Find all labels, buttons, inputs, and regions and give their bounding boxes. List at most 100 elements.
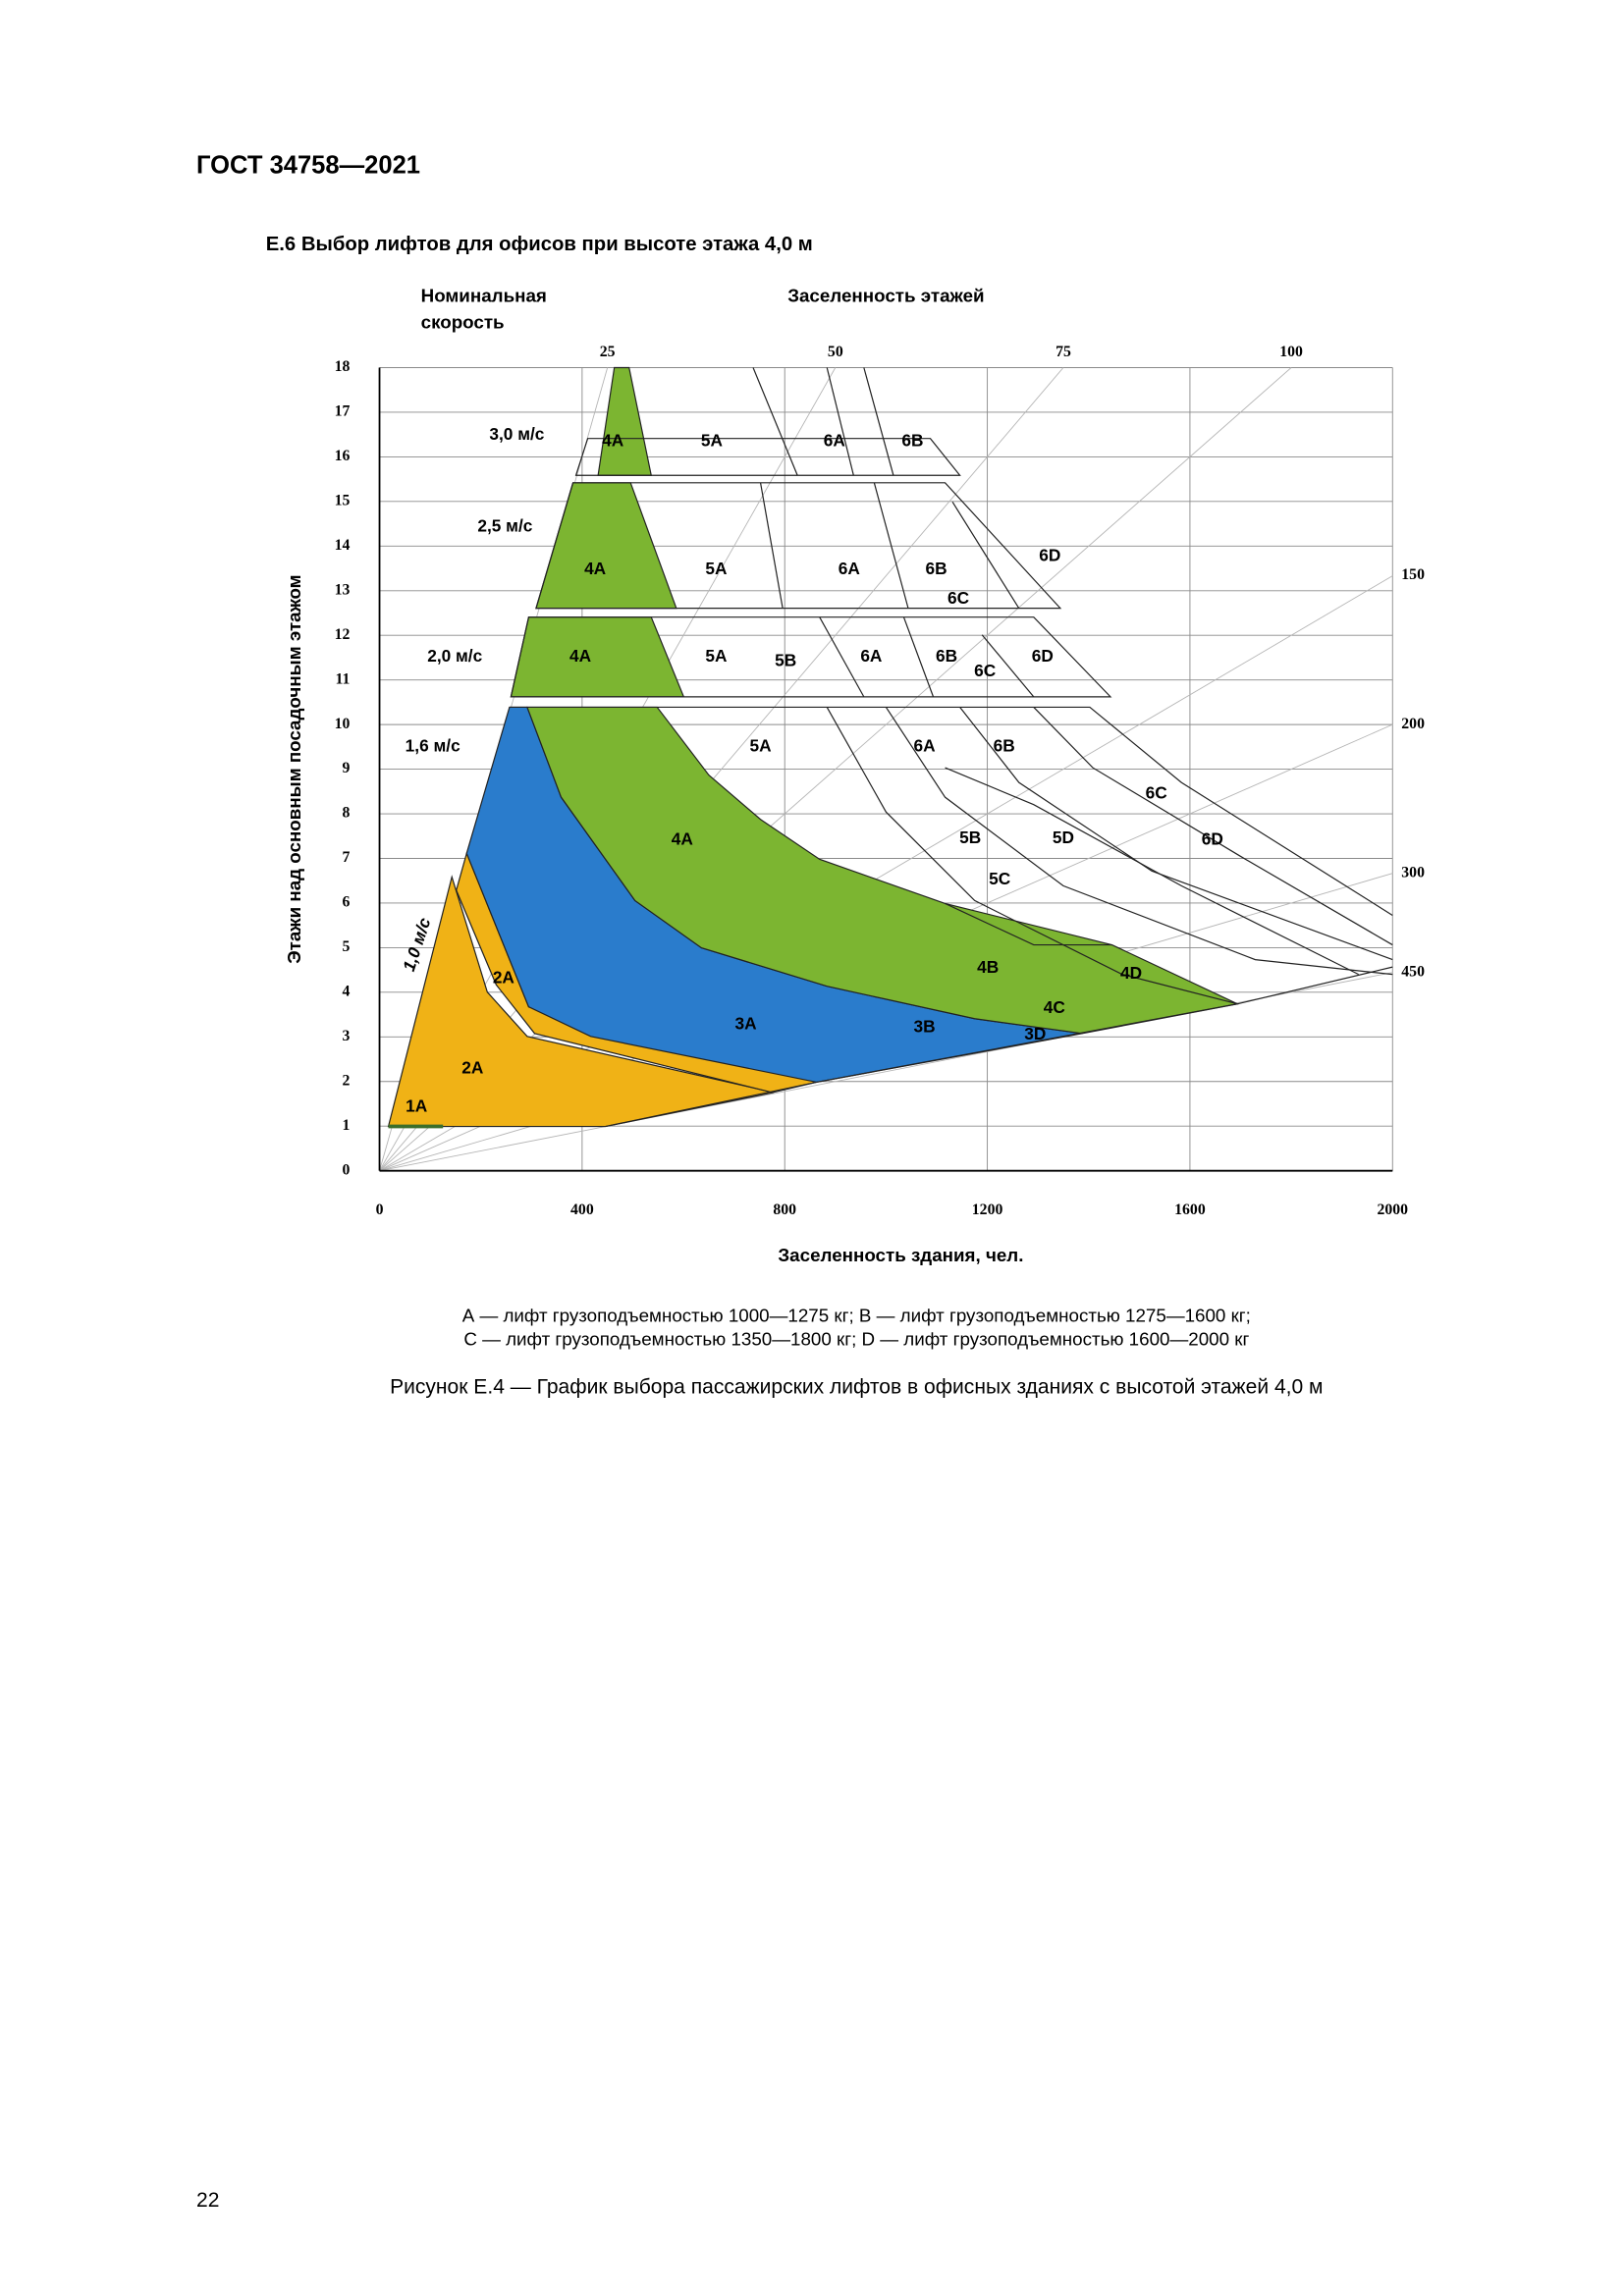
y-tick-label: 10 <box>335 716 351 732</box>
y-tick-label: 3 <box>343 1028 351 1044</box>
curve <box>951 502 1020 609</box>
region-label: 6В <box>925 559 947 578</box>
x-tick-label: 2000 <box>1377 1201 1408 1218</box>
region-label: 4А <box>672 828 694 848</box>
legend-line: А — лифт грузоподъемностью 1000—1275 кг;… <box>462 1306 1251 1326</box>
x-tick-label: 1200 <box>972 1201 1003 1218</box>
y-tick-label: 12 <box>335 626 351 643</box>
page-number: 22 <box>196 2189 219 2212</box>
y-tick-label: 0 <box>343 1161 351 1178</box>
region-label: 6В <box>901 430 923 450</box>
region-label: 6А <box>860 646 883 666</box>
region-label: 5В <box>775 650 796 669</box>
y-tick-label: 15 <box>335 492 351 508</box>
x-axis-label: Заселенность здания, чел. <box>778 1245 1023 1265</box>
curve <box>885 707 1393 976</box>
curve <box>902 616 935 698</box>
curve <box>759 482 784 609</box>
region-label: 6D <box>1039 546 1060 565</box>
curve <box>863 367 894 476</box>
page-content: ГОСТ 34758—2021 Е.6 Выбор лифтов для офи… <box>196 152 1425 2212</box>
y-tick-label: 9 <box>343 760 351 776</box>
y-tick-label: 4 <box>343 983 351 999</box>
region-label: 6D <box>1202 828 1223 848</box>
x-tick-label: 0 <box>376 1201 384 1218</box>
section-title: Е.6 Выбор лифтов для офисов при высоте э… <box>266 234 813 255</box>
curve <box>959 707 1393 961</box>
region-label: 6А <box>839 559 861 578</box>
curve <box>819 616 865 698</box>
y-tick-label: 18 <box>335 358 351 375</box>
region-label: 3,0 м/с <box>489 424 544 444</box>
figure-caption: Рисунок Е.4 — График выбора пассажирских… <box>390 1375 1323 1398</box>
region-label: 4С <box>1044 997 1065 1017</box>
region-label: 6А <box>824 430 846 450</box>
region-label: 5А <box>701 430 724 450</box>
right-tick-label: 450 <box>1401 963 1425 980</box>
region-label: 3D <box>1024 1024 1046 1043</box>
curve <box>945 902 1112 946</box>
curve <box>826 367 854 476</box>
band-20 <box>510 616 1112 698</box>
right-tick-label: 300 <box>1401 864 1425 881</box>
region-label: 4А <box>602 430 624 450</box>
y-tick-label: 6 <box>343 894 351 911</box>
region-label: 2А <box>493 968 515 988</box>
region-label: 6С <box>1146 783 1167 803</box>
region-label: 6В <box>936 646 957 666</box>
x-tick-label: 800 <box>773 1201 796 1218</box>
region-label: 1А <box>406 1096 428 1116</box>
region-label: 5А <box>705 559 728 578</box>
y-tick-label: 2 <box>343 1072 351 1089</box>
region-label: 2,5 м/с <box>477 515 532 535</box>
region-label: 6А <box>913 736 936 756</box>
curve <box>981 634 1035 698</box>
curve <box>873 482 909 609</box>
region-label: 4А <box>584 559 607 578</box>
y-tick-label: 16 <box>335 448 351 464</box>
region-label: 3А <box>734 1013 757 1033</box>
region-label: 3В <box>913 1016 935 1036</box>
curve <box>752 367 798 476</box>
curve <box>945 767 1359 976</box>
region-label: 6С <box>974 661 996 680</box>
top-tick-label: 50 <box>828 344 843 360</box>
band-30 <box>574 438 961 476</box>
region-label: 4А <box>569 646 592 666</box>
y-tick-label: 8 <box>343 805 351 822</box>
base-line <box>605 966 1393 1128</box>
region-4a-30 <box>597 366 653 476</box>
region-label: 4D <box>1120 963 1142 983</box>
region-label: 6С <box>947 588 969 608</box>
x-tick-label: 1600 <box>1174 1201 1206 1218</box>
y-tick-label: 14 <box>335 537 351 554</box>
curve <box>826 707 1238 1005</box>
region-label: 2А <box>461 1057 484 1077</box>
top-tick-label: 75 <box>1056 344 1071 360</box>
region-label: 5А <box>750 736 773 756</box>
speed-label: скорость <box>421 311 505 332</box>
x-tick-label: 400 <box>570 1201 594 1218</box>
region-label: 5С <box>989 869 1010 888</box>
region-2a <box>387 875 775 1128</box>
right-tick-label: 200 <box>1401 716 1425 732</box>
region-label: 1,6 м/с <box>406 736 460 756</box>
y-tick-label: 5 <box>343 938 351 955</box>
region-label: 6D <box>1032 646 1054 666</box>
region-label: 5В <box>959 828 981 847</box>
speed-label: Номинальная <box>421 285 547 305</box>
y-tick-label: 11 <box>336 670 351 687</box>
right-tick-label: 150 <box>1401 566 1425 583</box>
band-16 <box>509 706 1393 916</box>
region-4a-20 <box>510 616 685 698</box>
y-tick-label: 1 <box>343 1117 351 1134</box>
top-tick-label: 25 <box>600 344 616 360</box>
top-axis-label: Заселенность этажей <box>787 285 984 305</box>
top-tick-label: 100 <box>1279 344 1303 360</box>
band-25 <box>535 482 1062 610</box>
region-label: 5D <box>1053 828 1074 847</box>
y-axis-label: Этажи над основным посадочным этажом <box>284 574 304 963</box>
region-label: 5А <box>705 646 728 666</box>
legend-line: С — лифт грузоподъемностью 1350—1800 кг;… <box>463 1329 1249 1350</box>
y-tick-label: 13 <box>335 581 351 598</box>
